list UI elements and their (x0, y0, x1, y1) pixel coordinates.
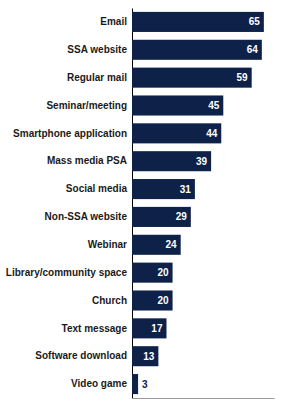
data-label: 3 (142, 379, 148, 390)
bar (132, 123, 221, 143)
y-axis: Email SSA website Regular mail Seminar/meet… (6, 9, 133, 399)
bar (132, 235, 181, 255)
y-tick: Software download (35, 350, 132, 361)
data-label: 31 (180, 184, 192, 195)
data-label: 39 (196, 156, 208, 167)
data-label: 65 (249, 16, 261, 27)
data-label: 29 (176, 211, 188, 222)
y-tick-label: Non-SSA website (45, 211, 128, 222)
data-label: 17 (151, 323, 163, 334)
data-label: 20 (157, 295, 169, 306)
y-tick: Smartphone application (13, 128, 132, 139)
y-tick-label: Church (92, 295, 127, 306)
y-tick: Email (100, 16, 132, 27)
y-tick-label: Mass media PSA (47, 155, 127, 166)
data-label: 64 (247, 44, 259, 55)
y-tick-label: Regular mail (67, 72, 127, 83)
data-label: 44 (206, 128, 218, 139)
y-tick: Social media (66, 183, 132, 194)
bar (132, 95, 223, 115)
y-axis-line (132, 9, 133, 399)
y-tick-label: Video game (71, 378, 127, 389)
y-tick: SSA website (67, 44, 132, 55)
y-tick: Regular mail (67, 72, 132, 83)
data-label: 13 (143, 351, 155, 362)
bar (132, 12, 264, 32)
data-label: 59 (237, 72, 249, 83)
bar (132, 318, 166, 338)
bar (132, 68, 252, 88)
y-tick-label: Smartphone application (13, 128, 127, 139)
chart: Email SSA website Regular mail Seminar/meet… (0, 0, 286, 408)
y-tick-label: Webinar (88, 239, 127, 250)
y-tick: Text message (62, 323, 132, 334)
bar (132, 374, 138, 394)
y-tick-label: Text message (62, 323, 128, 334)
x-axis-line (133, 398, 275, 399)
bar (132, 263, 173, 283)
data-label: 45 (208, 100, 220, 111)
data-label: 24 (166, 239, 178, 250)
bar (132, 179, 195, 199)
y-tick: Mass media PSA (47, 155, 132, 166)
bar (132, 346, 158, 366)
x-axis (133, 398, 275, 399)
y-tick-label: SSA website (67, 44, 127, 55)
y-tick: Seminar/meeting (46, 100, 132, 111)
bar (132, 207, 191, 227)
bar (132, 290, 173, 310)
bars (132, 12, 264, 394)
y-tick-label: Social media (66, 183, 128, 194)
data-labels: 65 64 59 45 44 39 31 29 24 20 20 17 13 3 (142, 16, 260, 389)
bar (132, 151, 211, 171)
y-tick: Video game (71, 378, 132, 389)
y-tick-label: Library/community space (6, 267, 128, 278)
y-tick: Non-SSA website (45, 211, 132, 222)
data-label: 20 (157, 267, 169, 278)
y-tick: Church (92, 295, 132, 306)
y-tick-label: Software download (35, 350, 127, 361)
y-tick-label: Email (100, 16, 127, 27)
y-tick: Library/community space (6, 267, 132, 278)
bar (132, 40, 262, 60)
y-tick: Webinar (88, 239, 132, 250)
chart-container: Email SSA website Regular mail Seminar/meet… (0, 0, 286, 408)
y-tick-label: Seminar/meeting (46, 100, 127, 111)
